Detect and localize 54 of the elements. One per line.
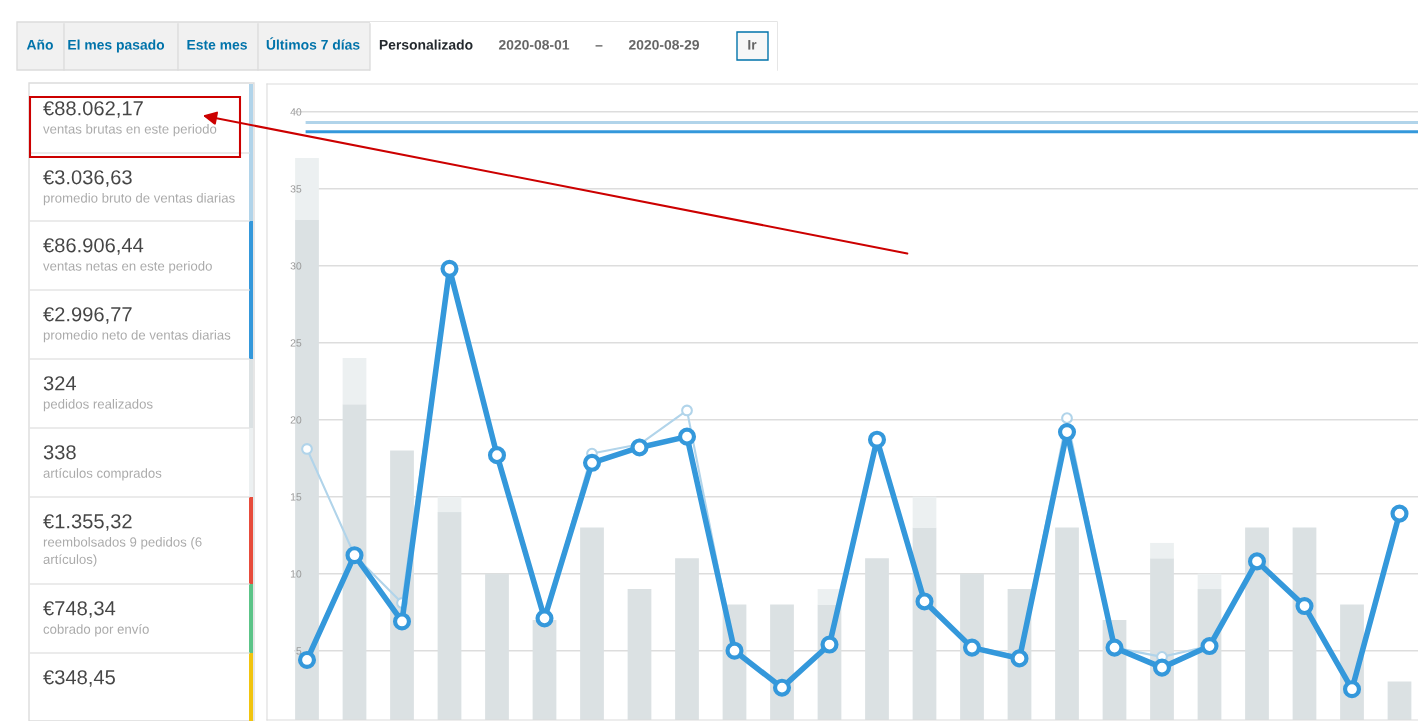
point	[1057, 422, 1077, 442]
point	[1061, 412, 1073, 425]
y-tick-label: 35	[290, 185, 302, 193]
text: reembolsados 9 pedidos (6 artículos)	[43, 537, 202, 567]
point	[1342, 680, 1362, 699]
point	[1152, 658, 1172, 677]
text: Ir	[748, 40, 757, 50]
point	[677, 427, 697, 446]
point	[772, 678, 792, 697]
point	[582, 453, 602, 472]
text: Últimos 7 días	[266, 37, 360, 50]
point	[962, 638, 982, 657]
text: Personalizado	[379, 39, 473, 50]
text: €2.996,77	[43, 307, 132, 324]
y-tick-label: 25	[290, 339, 302, 347]
text: €348,45	[43, 670, 115, 687]
text: €1.355,32	[43, 514, 132, 531]
text: €3.036,63	[43, 170, 132, 187]
point	[867, 430, 887, 449]
text: promedio bruto de ventas diarias	[43, 193, 235, 206]
point	[1295, 597, 1314, 616]
text: €748,34	[43, 601, 116, 618]
text: Año	[26, 39, 53, 50]
text: 2020-08-29	[628, 39, 700, 50]
point	[301, 443, 313, 455]
text: promedio neto de ventas diarias	[43, 330, 231, 343]
point	[820, 635, 839, 654]
text: ventas brutas en este periodo	[43, 124, 217, 137]
point	[440, 259, 459, 278]
point	[630, 438, 649, 457]
text: cobrado por envío	[43, 624, 149, 637]
y-tick-label: 20	[290, 416, 302, 424]
y-tick-label: 10	[290, 570, 302, 578]
text: pedidos realizados	[43, 399, 153, 412]
y-tick-label: 30	[290, 262, 302, 270]
point	[1200, 637, 1219, 656]
point	[487, 446, 507, 465]
text: 2020-08-01	[498, 39, 570, 50]
text: Este mes	[187, 40, 247, 50]
text: artículos comprados	[43, 468, 162, 481]
text: €88.062,17	[43, 101, 143, 118]
point	[1010, 649, 1029, 668]
text: 324	[43, 376, 77, 391]
y-tick-label: 40	[290, 108, 302, 116]
point	[1247, 552, 1267, 571]
text: –	[595, 45, 603, 47]
text: El mes pasado	[68, 39, 165, 53]
text: €86.906,44	[43, 238, 144, 255]
point	[392, 612, 412, 631]
text: 338	[43, 445, 76, 460]
text: ventas netas en este periodo	[43, 261, 212, 274]
y-tick-label: 5	[296, 647, 302, 655]
y-tick-label: 15	[290, 493, 302, 501]
point	[681, 404, 693, 417]
